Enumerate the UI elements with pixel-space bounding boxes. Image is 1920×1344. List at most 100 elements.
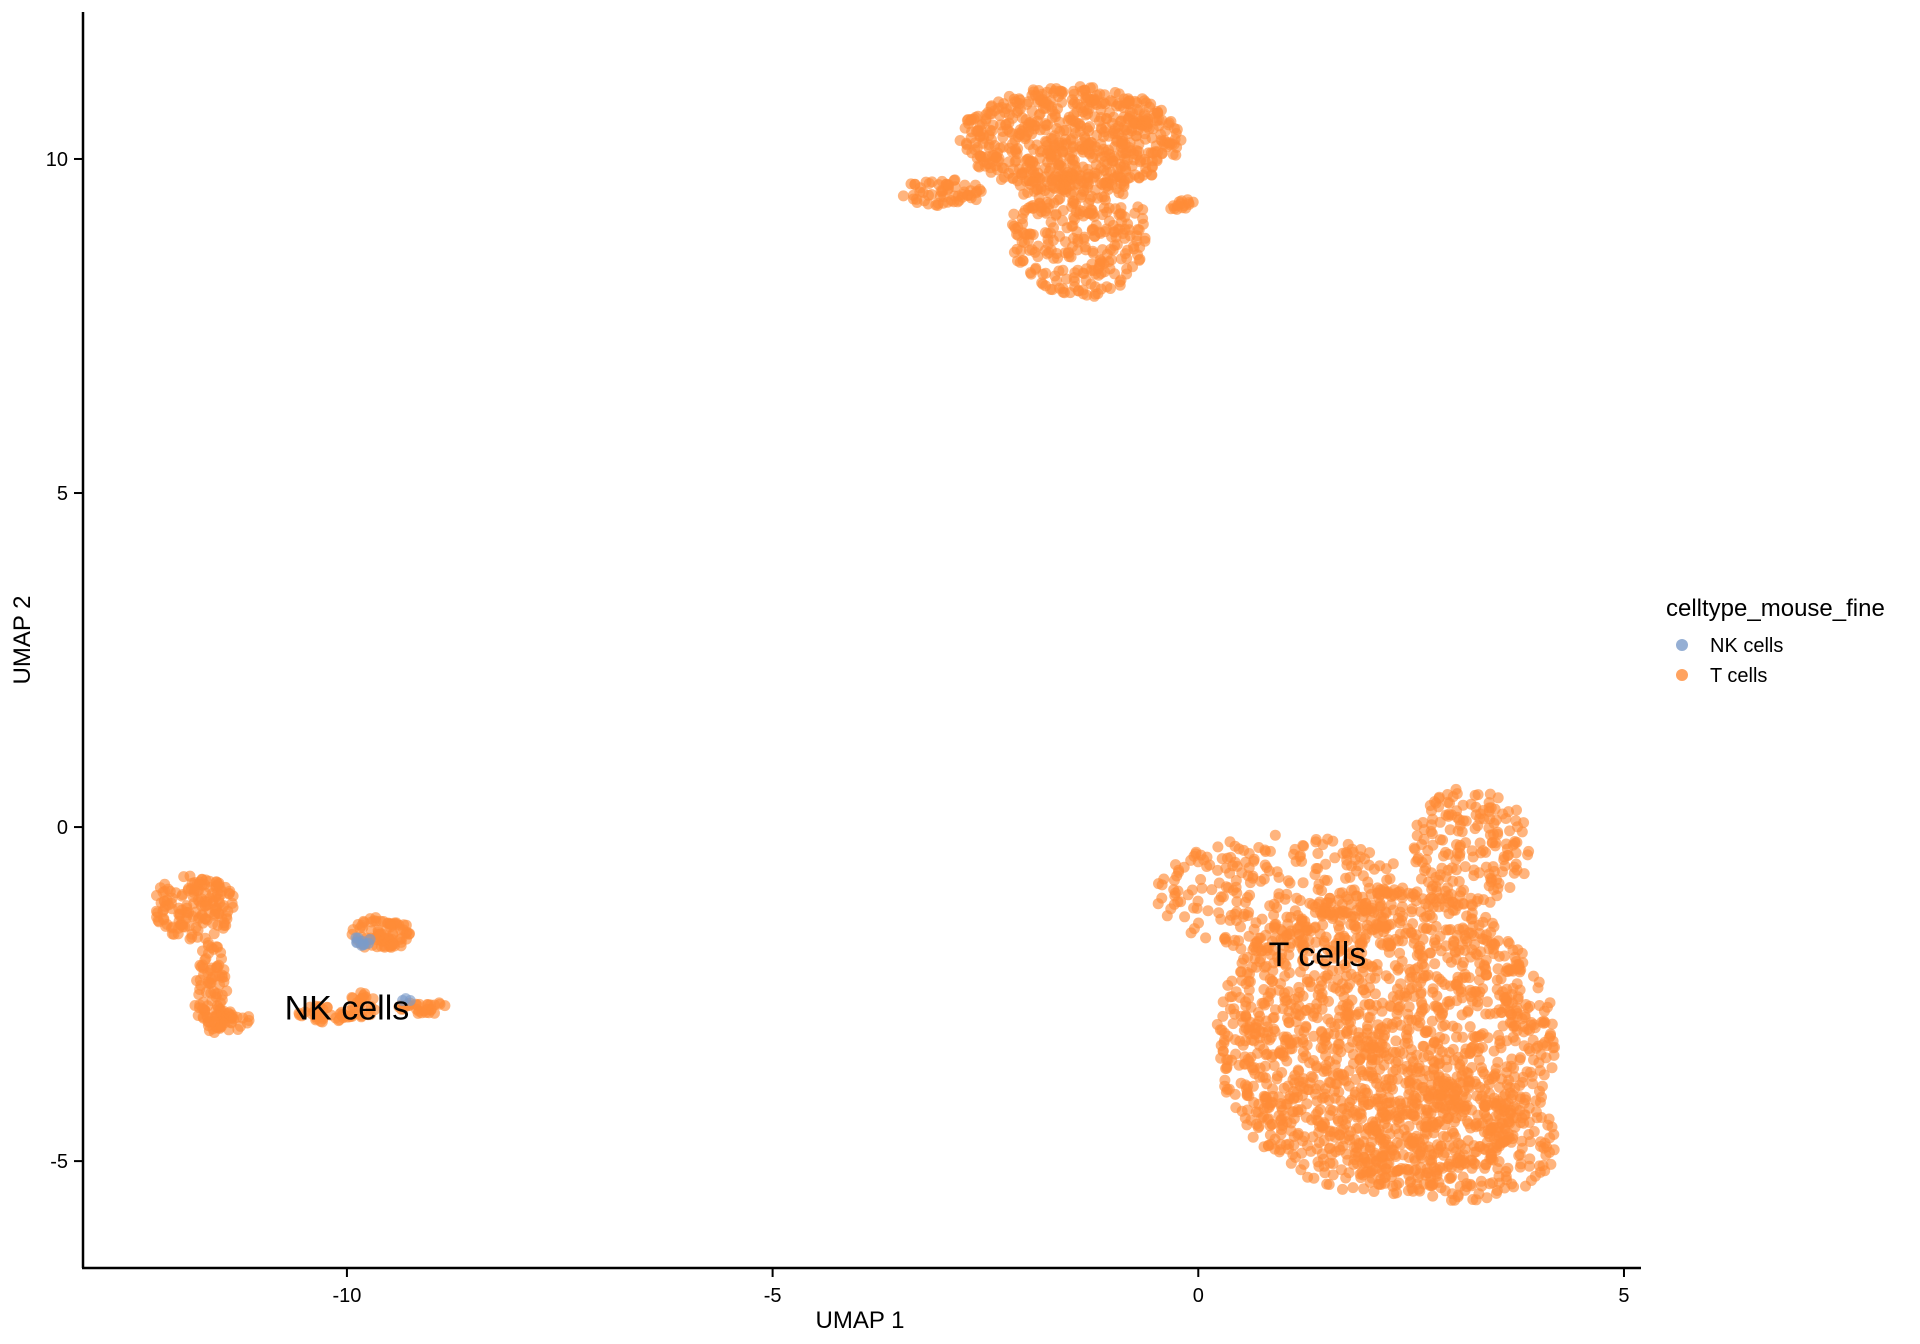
data-point — [200, 887, 211, 899]
data-point — [1231, 896, 1243, 908]
data-point — [1247, 1131, 1259, 1143]
data-point — [1227, 1018, 1239, 1030]
data-point — [1276, 1067, 1288, 1078]
y-tick-label: 0 — [57, 817, 68, 839]
data-point — [1250, 917, 1262, 929]
data-point — [1408, 1090, 1420, 1102]
data-point — [1452, 971, 1464, 983]
data-point — [1341, 934, 1353, 946]
data-point — [1456, 826, 1468, 838]
data-point — [1500, 813, 1512, 824]
data-point — [1450, 953, 1462, 965]
data-point — [1426, 883, 1438, 895]
data-point — [1465, 951, 1476, 963]
data-point — [1276, 1113, 1287, 1125]
data-point — [1542, 1119, 1554, 1131]
data-point — [1338, 1069, 1350, 1081]
data-point — [1332, 974, 1344, 986]
cluster-labels: NK cells T cells — [285, 936, 1367, 1027]
data-point — [1426, 828, 1438, 840]
data-point — [1329, 852, 1341, 864]
data-point — [1371, 1155, 1383, 1167]
data-point — [1410, 856, 1422, 868]
data-point — [1236, 957, 1248, 969]
data-point — [1101, 248, 1113, 260]
data-point — [1156, 879, 1168, 891]
data-point — [1429, 958, 1441, 970]
data-point — [1410, 929, 1422, 941]
data-point — [1107, 96, 1118, 108]
data-point — [1072, 233, 1084, 245]
data-point — [1387, 1066, 1399, 1078]
data-point — [1215, 1052, 1227, 1064]
data-point — [1428, 1037, 1440, 1048]
data-point — [1500, 838, 1512, 850]
data-point — [1297, 990, 1309, 1002]
data-point — [1502, 849, 1514, 861]
data-point — [1497, 1091, 1509, 1103]
data-point — [973, 161, 985, 173]
data-point — [1062, 246, 1074, 258]
data-point — [1243, 862, 1255, 874]
data-point — [1484, 1178, 1496, 1190]
data-point — [1308, 1030, 1320, 1042]
data-point — [1333, 1086, 1345, 1098]
legend: celltype_mouse_fine NK cells T cells — [1666, 595, 1885, 687]
legend-title: celltype_mouse_fine — [1666, 595, 1885, 622]
data-point — [998, 171, 1010, 183]
data-point — [1438, 1080, 1450, 1092]
data-point — [1307, 1072, 1319, 1084]
data-point — [980, 109, 992, 121]
data-point — [1491, 983, 1503, 995]
data-point — [1344, 1097, 1356, 1108]
data-point — [208, 928, 220, 940]
data-point — [1320, 1063, 1332, 1075]
data-point — [1394, 928, 1406, 940]
data-point — [995, 119, 1006, 131]
data-point — [422, 999, 434, 1011]
data-point — [1109, 87, 1121, 98]
data-point — [1459, 861, 1471, 873]
data-point — [1443, 924, 1454, 936]
data-point — [1251, 937, 1263, 949]
data-point — [1419, 1026, 1431, 1038]
data-point — [923, 178, 935, 189]
data-point — [1505, 1108, 1517, 1120]
data-point — [1390, 1179, 1402, 1191]
data-point — [1097, 209, 1108, 221]
data-point — [1394, 947, 1406, 959]
data-point — [1340, 1148, 1352, 1160]
data-point — [1217, 1010, 1229, 1022]
data-point — [1444, 797, 1455, 809]
data-point — [1319, 874, 1331, 886]
data-point — [1283, 1138, 1295, 1150]
data-point — [1384, 1000, 1396, 1012]
data-point — [1109, 226, 1121, 238]
data-point — [1312, 1156, 1324, 1168]
data-point — [1246, 1062, 1258, 1073]
data-point — [1310, 836, 1322, 848]
data-point — [1344, 871, 1356, 883]
data-point — [1324, 1109, 1336, 1121]
data-point — [1518, 868, 1530, 880]
data-point — [1195, 874, 1207, 885]
data-point — [1108, 125, 1120, 137]
data-point — [1145, 169, 1157, 181]
data-point — [158, 904, 170, 916]
data-point — [1347, 1049, 1359, 1060]
data-point — [1273, 1146, 1285, 1158]
data-point — [1291, 1036, 1303, 1048]
data-point — [1431, 1118, 1443, 1130]
data-point — [1041, 86, 1053, 98]
data-point — [1492, 882, 1504, 894]
data-point — [1016, 168, 1027, 180]
data-point — [1095, 112, 1107, 123]
data-point — [1426, 912, 1438, 924]
data-point — [202, 1000, 214, 1012]
data-point — [1054, 230, 1066, 242]
data-point — [1254, 1071, 1266, 1083]
data-point — [1405, 1139, 1417, 1151]
x-tick-label: -5 — [764, 1285, 782, 1307]
data-point — [1241, 1090, 1253, 1101]
data-point — [1285, 1157, 1297, 1169]
